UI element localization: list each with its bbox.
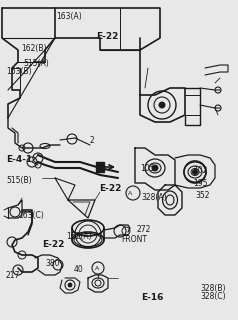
Text: A: A <box>128 190 132 196</box>
Text: 2: 2 <box>89 136 94 145</box>
Text: 328(C): 328(C) <box>200 292 226 300</box>
Text: 163(B): 163(B) <box>6 67 32 76</box>
Text: E-4-1: E-4-1 <box>6 155 32 164</box>
Text: E-22: E-22 <box>42 240 64 249</box>
Text: 515(A): 515(A) <box>24 59 50 68</box>
Circle shape <box>152 165 158 171</box>
Circle shape <box>193 170 198 174</box>
Text: E-16: E-16 <box>142 293 164 302</box>
Text: 217: 217 <box>6 271 20 280</box>
Text: 380: 380 <box>45 260 60 268</box>
Text: E-22: E-22 <box>96 32 119 41</box>
Text: 102: 102 <box>193 166 207 175</box>
Text: 352: 352 <box>195 191 210 200</box>
Text: 195: 195 <box>193 179 207 188</box>
Text: 163(C): 163(C) <box>18 211 44 220</box>
Circle shape <box>68 283 72 287</box>
Text: 162(A): 162(A) <box>67 232 92 241</box>
Text: E-22: E-22 <box>99 184 121 193</box>
Text: 40: 40 <box>74 265 84 274</box>
Text: 328(A): 328(A) <box>142 193 167 202</box>
Text: 328(B): 328(B) <box>200 284 225 292</box>
Circle shape <box>159 102 165 108</box>
Text: 515(B): 515(B) <box>6 176 32 185</box>
Text: 272: 272 <box>137 225 151 234</box>
Polygon shape <box>96 162 104 172</box>
Text: 163(A): 163(A) <box>56 12 82 21</box>
Text: 105: 105 <box>140 164 155 173</box>
Text: A: A <box>95 266 99 270</box>
Text: 162(B): 162(B) <box>21 44 47 53</box>
Text: FRONT: FRONT <box>121 235 147 244</box>
